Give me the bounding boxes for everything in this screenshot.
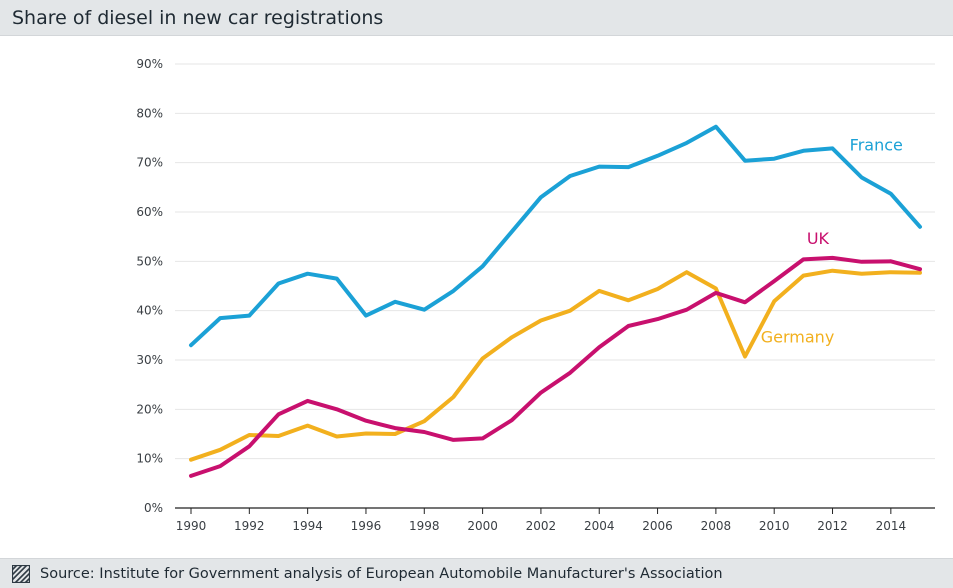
x-tick-label: 2008 [701,519,732,533]
y-tick-label: 60% [136,205,163,219]
series-label-germany: Germany [761,328,835,347]
y-tick-label: 80% [136,106,163,120]
y-tick-label: 90% [136,57,163,71]
x-tick-label: 2010 [759,519,790,533]
x-tick-label: 1998 [409,519,440,533]
x-tick-label: 1992 [234,519,265,533]
y-tick-label: 40% [136,304,163,318]
y-tick-label: 70% [136,156,163,170]
y-tick-label: 50% [136,254,163,268]
series-label-france: France [850,135,903,154]
series-label-uk: UK [807,229,830,248]
source-footer: Source: Institute for Government analysi… [0,558,953,588]
x-tick-label: 2012 [817,519,848,533]
y-tick-label: 0% [144,501,163,515]
x-tick-label: 2002 [526,519,557,533]
y-tick-label: 10% [136,452,163,466]
source-text: Source: Institute for Government analysi… [40,566,723,582]
series-line-uk [189,255,922,478]
chart-title: Share of diesel in new car registrations [12,7,384,29]
series-line-france [189,124,922,348]
x-tick-label: 1996 [351,519,382,533]
chart-header: Share of diesel in new car registrations [0,0,953,36]
series-line-germany [189,268,922,462]
x-tick-label: 1990 [176,519,207,533]
line-chart: 0% 10% 20% 30% 40% 50% 60% 70% 80% 90% 1990 1992 199… [136,57,935,533]
y-tick-label: 30% [136,353,163,367]
y-tick-label: 20% [136,402,163,416]
x-tick-label: 2000 [467,519,498,533]
x-tick-label: 2014 [876,519,907,533]
x-tick-label: 1994 [292,519,323,533]
x-tick-label: 2006 [642,519,673,533]
hatched-square-icon [12,565,30,583]
x-tick-label: 2004 [584,519,615,533]
